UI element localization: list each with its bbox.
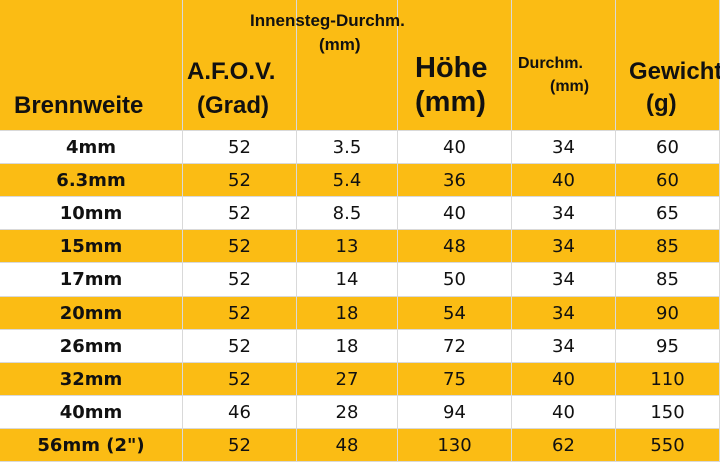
- cell-afov: 52: [183, 263, 297, 297]
- cell-brennweite: 15mm: [0, 230, 183, 263]
- cell-durchm: 34: [512, 131, 616, 164]
- header-innensteg-line2: (mm): [319, 35, 361, 54]
- cell-gewicht: 150: [616, 396, 720, 429]
- cell-afov: 52: [183, 363, 297, 396]
- cell-gewicht: 60: [616, 164, 720, 197]
- header-cell-brennweite: [0, 0, 183, 131]
- cell-innensteg: 27: [297, 363, 398, 396]
- cell-brennweite: 56mm (2"): [0, 429, 183, 462]
- header-gewicht-line2: (g): [646, 90, 677, 117]
- cell-afov: 46: [183, 396, 297, 429]
- cell-durchm: 40: [512, 164, 616, 197]
- cell-hoehe: 94: [398, 396, 512, 429]
- header-cell-afov: [183, 0, 297, 131]
- cell-hoehe: 40: [398, 197, 512, 230]
- header-innensteg-line1: Innensteg-Durchm.: [250, 11, 405, 30]
- cell-gewicht: 95: [616, 330, 720, 363]
- header-hoehe-line1: Höhe: [415, 52, 488, 84]
- cell-afov: 52: [183, 330, 297, 363]
- cell-innensteg: 13: [297, 230, 398, 263]
- cell-innensteg: 14: [297, 263, 398, 297]
- cell-brennweite: 10mm: [0, 197, 183, 230]
- cell-hoehe: 50: [398, 263, 512, 297]
- cell-innensteg: 48: [297, 429, 398, 462]
- cell-gewicht: 90: [616, 297, 720, 330]
- cell-durchm: 34: [512, 297, 616, 330]
- header-brennweite: Brennweite: [14, 92, 144, 119]
- cell-durchm: 34: [512, 330, 616, 363]
- header-gewicht-line1: Gewicht: [629, 58, 720, 85]
- header-afov-line1: A.F.O.V.: [187, 58, 276, 85]
- cell-hoehe: 75: [398, 363, 512, 396]
- cell-afov: 52: [183, 164, 297, 197]
- cell-gewicht: 65: [616, 197, 720, 230]
- cell-innensteg: 18: [297, 330, 398, 363]
- cell-gewicht: 60: [616, 131, 720, 164]
- cell-durchm: 34: [512, 197, 616, 230]
- cell-hoehe: 54: [398, 297, 512, 330]
- header-cell-durchm: [512, 0, 616, 131]
- cell-brennweite: 4mm: [0, 131, 183, 164]
- cell-brennweite: 32mm: [0, 363, 183, 396]
- cell-brennweite: 6.3mm: [0, 164, 183, 197]
- cell-innensteg: 18: [297, 297, 398, 330]
- cell-hoehe: 36: [398, 164, 512, 197]
- cell-afov: 52: [183, 131, 297, 164]
- header-cell-innensteg: [297, 0, 398, 131]
- header-afov-line2: (Grad): [197, 92, 269, 119]
- cell-innensteg: 8.5: [297, 197, 398, 230]
- cell-brennweite: 40mm: [0, 396, 183, 429]
- cell-gewicht: 85: [616, 230, 720, 263]
- header-durchm-line1: Durchm.: [518, 55, 583, 72]
- cell-brennweite: 20mm: [0, 297, 183, 330]
- header-hoehe-line2: (mm): [415, 86, 486, 118]
- cell-afov: 52: [183, 297, 297, 330]
- cell-afov: 52: [183, 429, 297, 462]
- cell-gewicht: 85: [616, 263, 720, 297]
- header-durchm-line2: (mm): [550, 78, 590, 95]
- cell-gewicht: 110: [616, 363, 720, 396]
- cell-innensteg: 28: [297, 396, 398, 429]
- header-cell-hoehe: [398, 0, 512, 131]
- cell-hoehe: 72: [398, 330, 512, 363]
- cell-innensteg: 5.4: [297, 164, 398, 197]
- cell-gewicht: 550: [616, 429, 720, 462]
- cell-durchm: 62: [512, 429, 616, 462]
- cell-durchm: 34: [512, 263, 616, 297]
- cell-hoehe: 130: [398, 429, 512, 462]
- cell-afov: 52: [183, 230, 297, 263]
- cell-durchm: 40: [512, 363, 616, 396]
- cell-brennweite: 17mm: [0, 263, 183, 297]
- cell-hoehe: 40: [398, 131, 512, 164]
- cell-durchm: 40: [512, 396, 616, 429]
- cell-hoehe: 48: [398, 230, 512, 263]
- cell-durchm: 34: [512, 230, 616, 263]
- cell-innensteg: 3.5: [297, 131, 398, 164]
- cell-afov: 52: [183, 197, 297, 230]
- cell-brennweite: 26mm: [0, 330, 183, 363]
